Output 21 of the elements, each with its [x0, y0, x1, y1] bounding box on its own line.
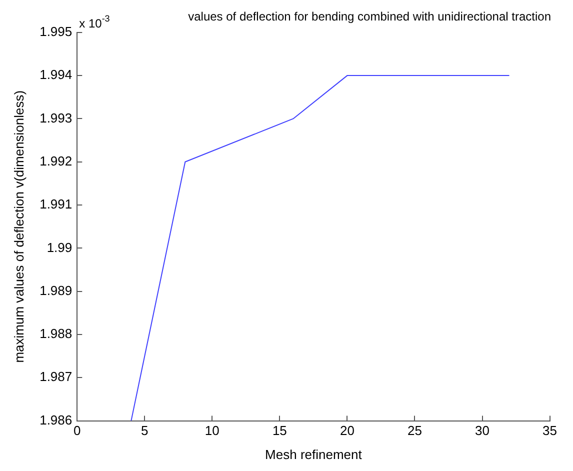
x-tick-label: 10	[204, 423, 220, 438]
chart-title: values of deflection for bending combined with unidirectional traction	[188, 10, 551, 24]
y-tick-label: 1.994	[40, 67, 72, 82]
y-tick-label: 1.995	[40, 24, 72, 39]
y-tick-label: 1.986	[40, 412, 72, 428]
y-tick-label: 1.993	[40, 110, 72, 126]
y-tick-label: 1.992	[40, 153, 72, 168]
x-axis-title: Mesh refinement	[265, 446, 362, 462]
y-axis-title: maximum values of deflection v(dimensionless)	[11, 90, 26, 363]
x-tick-label: 30	[475, 423, 490, 438]
x-tick-label: 15	[272, 423, 287, 438]
x-tick-label: 35	[542, 423, 558, 438]
y-tick-label: 1.987	[40, 369, 72, 384]
x-tick-label: 20	[340, 423, 354, 438]
y-tick-label: 1.991	[40, 196, 72, 212]
x-tick-label: 25	[407, 423, 422, 438]
x-tick-label: 0	[74, 423, 81, 438]
y-tick-label: 1.99	[46, 240, 72, 255]
y-tick-label: 1.988	[40, 326, 72, 342]
y-tick-label: 1.989	[40, 282, 72, 298]
x-tick-label: 5	[141, 423, 148, 438]
